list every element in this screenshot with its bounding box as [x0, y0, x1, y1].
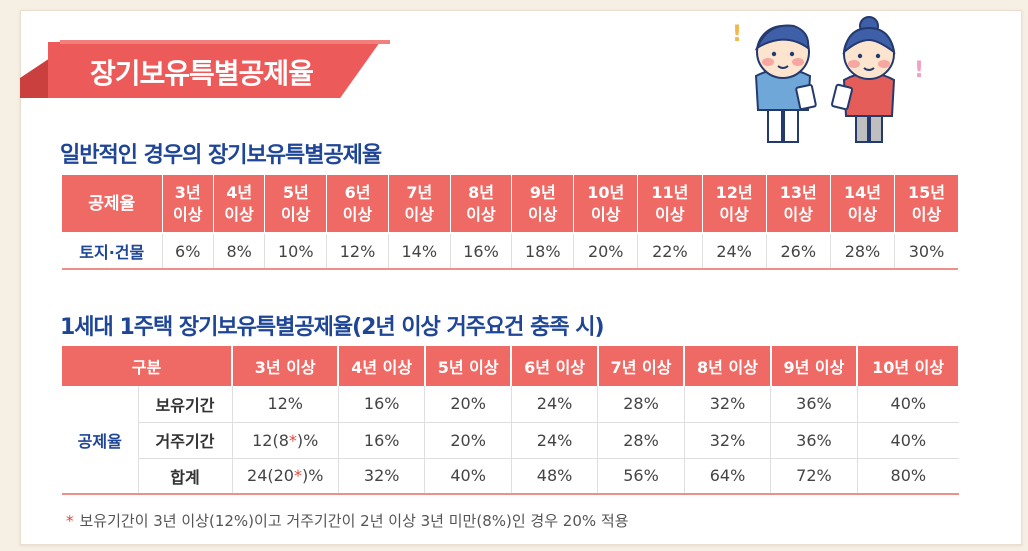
section2-title: 1세대 1주택 장기보유특별공제율(2년 이상 거주요건 충족 시): [60, 315, 605, 340]
general-rate-table: 공제율 3년 이상 4년 이상 5년 이상 6년 이상 7년 이상 8년 이상 9년 이상 1…: [62, 175, 958, 270]
rate-cell: 56%: [597, 458, 685, 495]
row-label: 토지·건물: [62, 233, 163, 270]
rate-cell: 10%: [264, 233, 328, 270]
characters-illustration: ! !: [728, 14, 928, 148]
year-header: 14년 이상: [830, 175, 896, 234]
rate-cell: 40%: [857, 386, 959, 423]
exclaim-icon-left: !: [732, 22, 743, 47]
year-header: 12년 이상: [702, 175, 767, 234]
rate-cell: 24(20*)%: [232, 458, 339, 495]
year-header: 5년 이상: [424, 346, 513, 386]
rate-cell: 14%: [388, 233, 451, 270]
rate-cell: 40%: [857, 422, 959, 459]
page-title: 장기보유특별공제율: [90, 57, 314, 90]
rate-cell: 32%: [338, 458, 426, 495]
rate-cell: 24%: [702, 233, 767, 270]
rate-cell: 20%: [573, 233, 639, 270]
year-header: 8년 이상: [684, 346, 772, 386]
rate-cell: 16%: [338, 386, 426, 423]
row-label: 거주기간: [138, 422, 233, 459]
rate-cell: 12(8*)%: [232, 422, 339, 459]
rate-cell: 12%: [232, 386, 339, 423]
rate-cell: 6%: [162, 233, 214, 270]
title-ribbon: 장기보유특별공제율: [20, 40, 390, 98]
rate-cell: 40%: [424, 458, 512, 495]
one-house-rate-table: 구분 3년 이상 4년 이상 5년 이상 6년 이상 7년 이상 8년 이상 9…: [62, 346, 960, 495]
footnote-text: 보유기간이 3년 이상(12%)이고 거주기간이 2년 이상 3년 미만(8%)…: [79, 512, 629, 530]
rate-cell: 16%: [450, 233, 513, 270]
group-label: 공제율: [62, 386, 139, 495]
footnote-marker: *: [66, 512, 74, 530]
year-header: 6년 이상: [511, 346, 599, 386]
rate-cell: 36%: [770, 386, 858, 423]
rate-cell: 22%: [637, 233, 703, 270]
table-header-row: 구분 3년 이상 4년 이상 5년 이상 6년 이상 7년 이상 8년 이상 9…: [62, 346, 960, 386]
year-header: 15년 이상: [894, 175, 958, 234]
rate-cell: 20%: [424, 386, 512, 423]
header-label: 공제율: [62, 175, 163, 234]
year-header: 10년 이상: [573, 175, 639, 234]
year-header: 9년 이상: [770, 346, 859, 386]
rate-cell: 20%: [424, 422, 512, 459]
rate-cell: 28%: [597, 386, 685, 423]
rate-cell: 72%: [770, 458, 858, 495]
section1-title: 일반적인 경우의 장기보유특별공제율: [60, 143, 382, 168]
year-header: 9년 이상: [511, 175, 575, 234]
row-label: 합계: [138, 458, 233, 495]
year-header: 10년 이상: [857, 346, 960, 386]
row-label: 보유기간: [138, 386, 233, 423]
rate-cell: 32%: [684, 386, 772, 423]
header-label: 구분: [62, 346, 233, 386]
table-row: 공제율 보유기간 12% 16% 20% 24% 28% 32% 36% 40%: [62, 386, 959, 495]
year-header: 3년 이상: [232, 346, 340, 386]
rate-cell: 8%: [213, 233, 266, 270]
rate-cell: 48%: [511, 458, 599, 495]
rate-cell: 24%: [511, 386, 599, 423]
exclaim-icon-right: !: [914, 58, 925, 83]
rate-cell: 30%: [894, 233, 958, 270]
rate-cell: 28%: [830, 233, 896, 270]
footnote: * 보유기간이 3년 이상(12%)이고 거주기간이 2년 이상 3년 미만(8%…: [66, 510, 629, 531]
rate-cell: 12%: [326, 233, 389, 270]
table-row: 거주기간 12(8*)% 16% 20% 24% 28% 32% 36% 40%: [62, 422, 959, 459]
two-people-icon: [754, 16, 896, 143]
year-header: 8년 이상: [450, 175, 513, 234]
year-header: 5년 이상: [264, 175, 328, 234]
year-header: 6년 이상: [326, 175, 389, 234]
year-header: 4년 이상: [213, 175, 266, 234]
rate-cell: 26%: [766, 233, 831, 270]
rate-cell: 64%: [684, 458, 772, 495]
year-header: 4년 이상: [338, 346, 426, 386]
rate-cell: 28%: [597, 422, 685, 459]
table-header-row: 공제율 3년 이상 4년 이상 5년 이상 6년 이상 7년 이상 8년 이상 9년 이상 1…: [62, 175, 958, 234]
rate-cell: 32%: [684, 422, 772, 459]
year-header: 13년 이상: [766, 175, 831, 234]
rate-cell: 24%: [511, 422, 599, 459]
rate-cell: 16%: [338, 422, 426, 459]
table-row: 토지·건물 6% 8% 10% 12% 14% 16% 18% 20% 22% …: [62, 233, 958, 270]
year-header: 11년 이상: [637, 175, 703, 234]
rate-cell: 36%: [770, 422, 858, 459]
table-row: 합계 24(20*)% 32% 40% 48% 56% 64% 72% 80%: [62, 458, 959, 495]
year-header: 3년 이상: [162, 175, 214, 234]
year-header: 7년 이상: [388, 175, 451, 234]
rate-cell: 80%: [857, 458, 959, 495]
year-header: 7년 이상: [597, 346, 686, 386]
rate-cell: 18%: [511, 233, 575, 270]
